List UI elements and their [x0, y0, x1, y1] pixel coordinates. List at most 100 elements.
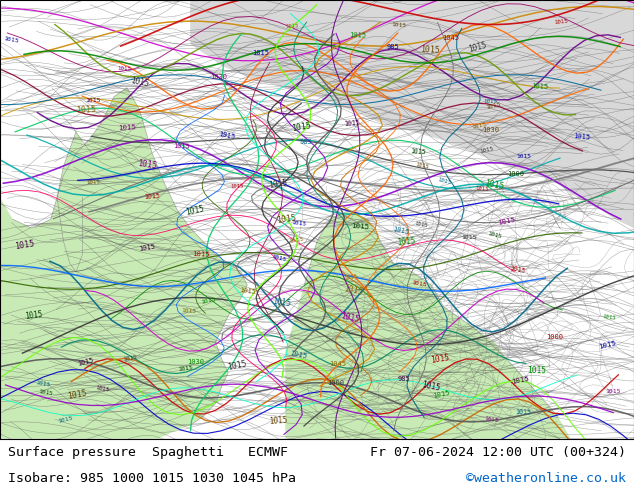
Text: 1015: 1015	[340, 311, 361, 324]
Text: 985: 985	[387, 44, 399, 50]
Text: 1015: 1015	[397, 237, 416, 247]
Polygon shape	[57, 132, 82, 272]
Text: 1015: 1015	[351, 223, 369, 230]
Text: 1015: 1015	[181, 308, 197, 315]
Text: 1015: 1015	[252, 49, 269, 55]
Text: 1015: 1015	[118, 124, 136, 131]
Text: 1015: 1015	[86, 179, 100, 185]
Text: 1015: 1015	[67, 389, 88, 401]
Text: 1000: 1000	[546, 334, 563, 340]
Text: 1015: 1015	[292, 121, 313, 133]
Text: 1015: 1015	[272, 297, 292, 308]
Text: 1015: 1015	[95, 385, 110, 393]
Polygon shape	[190, 0, 634, 197]
Text: 1015: 1015	[285, 24, 299, 29]
Text: 1015: 1015	[421, 45, 441, 55]
Polygon shape	[285, 211, 571, 439]
Text: 1015: 1015	[554, 19, 569, 25]
Text: ©weatheronline.co.uk: ©weatheronline.co.uk	[467, 472, 626, 485]
Text: 1015: 1015	[485, 102, 501, 110]
Text: 1015: 1015	[480, 146, 495, 154]
Text: 1000: 1000	[507, 171, 524, 177]
Text: Surface pressure  Spaghetti   ECMWF: Surface pressure Spaghetti ECMWF	[8, 446, 288, 460]
Text: 1015: 1015	[123, 354, 138, 362]
Text: 1015: 1015	[137, 159, 158, 170]
Text: 1015: 1015	[288, 350, 307, 360]
Text: 1015: 1015	[429, 353, 450, 366]
Text: 1015: 1015	[392, 226, 410, 235]
Text: 1015: 1015	[605, 390, 620, 394]
Text: 1015: 1015	[276, 213, 297, 224]
Text: 1015: 1015	[527, 366, 546, 375]
Text: 1000: 1000	[327, 380, 344, 386]
Text: 1015: 1015	[201, 297, 217, 305]
Text: 1015: 1015	[191, 251, 209, 258]
Text: 1015: 1015	[516, 153, 531, 159]
Text: 1015: 1015	[139, 244, 156, 252]
Text: 1015: 1015	[602, 315, 616, 321]
Text: 1015: 1015	[291, 220, 307, 227]
Text: 1015: 1015	[3, 36, 19, 44]
Text: 1015: 1015	[420, 380, 441, 392]
Text: 1015: 1015	[415, 162, 430, 170]
Text: 1015: 1015	[485, 179, 506, 191]
Text: 1015: 1015	[411, 280, 427, 288]
Text: 1015: 1015	[288, 237, 304, 244]
Text: 1015: 1015	[130, 76, 150, 88]
Text: 1015: 1015	[178, 366, 193, 372]
Text: 1015: 1015	[475, 186, 489, 192]
Text: 1015: 1015	[173, 144, 190, 150]
Text: 1015: 1015	[509, 265, 526, 274]
Text: 1015: 1015	[344, 120, 361, 127]
Text: 1045: 1045	[328, 362, 346, 368]
Text: 1015: 1015	[432, 390, 451, 399]
Text: 1030: 1030	[482, 127, 499, 133]
Text: 1015: 1015	[268, 178, 288, 190]
Text: 1015: 1015	[462, 235, 477, 241]
Text: 1015: 1015	[573, 133, 591, 141]
Text: 1015: 1015	[484, 416, 499, 424]
Text: 985: 985	[398, 376, 410, 382]
Text: 1015: 1015	[185, 204, 205, 217]
Text: 1015: 1015	[117, 66, 131, 72]
Text: 1015: 1015	[344, 274, 358, 281]
Text: 1015: 1015	[86, 98, 101, 103]
Text: 1015: 1015	[344, 284, 365, 296]
Text: 1015: 1015	[268, 416, 287, 426]
Text: Fr 07-06-2024 12:00 UTC (00+324): Fr 07-06-2024 12:00 UTC (00+324)	[370, 446, 626, 460]
Text: 1015: 1015	[77, 357, 94, 367]
Text: 1015: 1015	[24, 310, 43, 321]
Text: 1015: 1015	[483, 99, 497, 104]
Text: 1015: 1015	[410, 148, 425, 156]
Text: 1015: 1015	[230, 183, 243, 189]
Text: 1015: 1015	[487, 231, 502, 240]
Text: 1015: 1015	[39, 389, 53, 396]
Text: 1015: 1015	[217, 131, 235, 140]
Text: 1030: 1030	[188, 359, 205, 366]
Text: 1015: 1015	[238, 287, 256, 295]
Text: 1015: 1015	[437, 177, 452, 185]
Text: 1045: 1045	[443, 35, 460, 41]
Text: 1015: 1015	[77, 105, 97, 116]
Text: 1015: 1015	[391, 22, 406, 28]
Polygon shape	[0, 0, 247, 439]
Text: 1015: 1015	[515, 409, 531, 416]
Text: 985: 985	[300, 139, 313, 146]
Polygon shape	[539, 0, 634, 228]
Text: 1015: 1015	[512, 375, 530, 385]
Text: 1015: 1015	[271, 254, 287, 263]
Text: 1015: 1015	[35, 380, 50, 388]
Text: 1015: 1015	[531, 83, 548, 91]
Text: 1015: 1015	[415, 221, 429, 228]
Text: 1015: 1015	[472, 122, 487, 130]
Text: 1015: 1015	[15, 239, 36, 251]
Text: 1015: 1015	[143, 193, 160, 200]
Text: 1015: 1015	[56, 416, 73, 424]
Text: 1015: 1015	[467, 41, 488, 54]
Text: 1015: 1015	[349, 31, 366, 38]
Text: 1015: 1015	[598, 340, 617, 350]
Text: 1015: 1015	[497, 217, 516, 226]
Text: 1030: 1030	[210, 74, 228, 80]
Text: Isobare: 985 1000 1015 1030 1045 hPa: Isobare: 985 1000 1015 1030 1045 hPa	[8, 472, 295, 485]
Text: 1015: 1015	[226, 359, 247, 372]
